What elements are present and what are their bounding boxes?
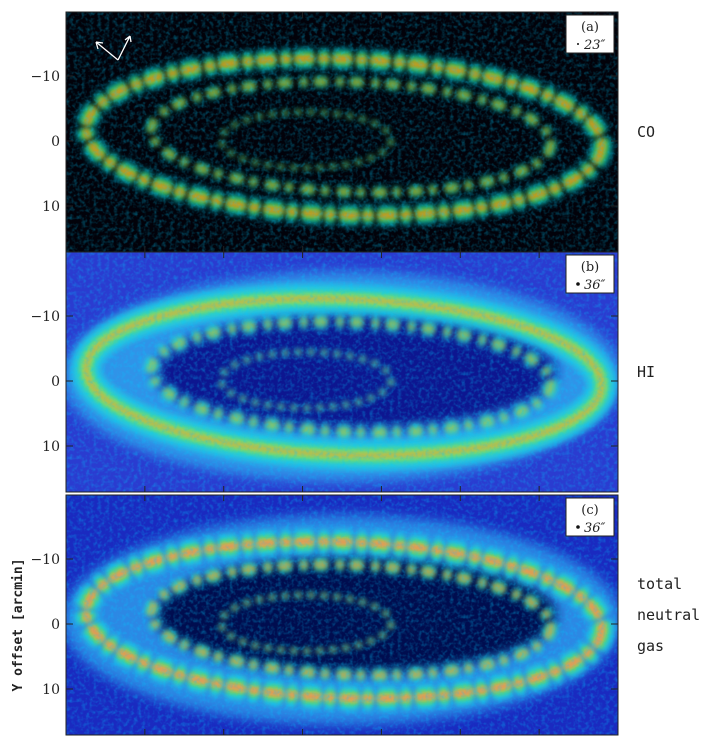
panel-tag: (b)	[581, 260, 599, 275]
map-panel: −10 0 10 (c) 36″	[30, 495, 622, 735]
map-image	[62, 252, 622, 492]
y-tick-label: 10	[42, 439, 60, 455]
noise	[66, 495, 618, 735]
beam-size: 36″	[584, 521, 606, 536]
y-tick-label: 0	[51, 134, 60, 150]
map-image	[66, 12, 618, 252]
beam-size: 23″	[583, 38, 606, 53]
y-tick-label: −10	[30, 69, 60, 85]
beam-size: 36″	[584, 278, 606, 293]
y-tick-label: 10	[42, 682, 60, 698]
panel-label: CO	[637, 123, 655, 141]
noise	[66, 12, 618, 252]
beam-dot	[577, 43, 579, 45]
y-tick-label: −10	[30, 552, 60, 568]
noise	[66, 252, 618, 492]
y-tick-label: 0	[51, 374, 60, 390]
panel-label: gas	[637, 637, 664, 655]
y-tick-label: 0	[51, 617, 60, 633]
y-tick-label: 10	[42, 199, 60, 215]
map-panel: −10 0 10 (b) 36″	[30, 252, 622, 492]
panel-label: neutral	[637, 606, 700, 624]
figure: Y offset [arcmin] −10 0 10 (a) 23″ CO −10 0 10 (b…	[0, 0, 707, 739]
panel-label: total	[637, 575, 682, 593]
y-axis-label: Y offset [arcmin]	[11, 558, 26, 691]
y-tick-label: −10	[30, 309, 60, 325]
panel-tag: (a)	[581, 20, 599, 35]
beam-dot	[576, 282, 580, 286]
panel-label: HI	[637, 363, 655, 381]
beam-dot	[576, 525, 580, 529]
map-image	[62, 495, 622, 735]
map-panel: −10 0 10 (a) 23″	[30, 12, 618, 252]
panel-tag: (c)	[581, 503, 598, 518]
